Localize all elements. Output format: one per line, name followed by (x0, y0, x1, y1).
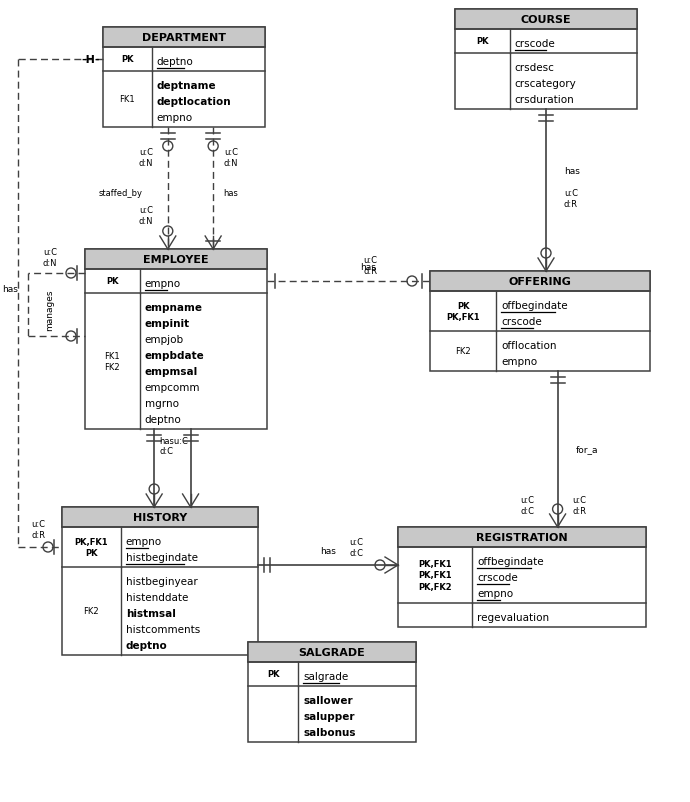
Text: deptlocation: deptlocation (157, 97, 231, 107)
Text: crscode: crscode (477, 573, 518, 583)
Text: FK2: FK2 (455, 347, 471, 356)
Text: sallower: sallower (304, 695, 353, 706)
Bar (248, 642, 416, 662)
Text: PK,FK1
PK,FK1
PK,FK2: PK,FK1 PK,FK1 PK,FK2 (418, 559, 452, 592)
Text: -H-: -H- (81, 55, 100, 65)
Text: empno: empno (157, 113, 193, 124)
Text: has: has (360, 263, 376, 272)
Text: mgrno: mgrno (145, 399, 179, 409)
Bar (62, 508, 258, 528)
Text: OFFERING: OFFERING (509, 277, 571, 286)
Bar (103, 28, 265, 48)
Text: for_a: for_a (575, 445, 598, 454)
Text: PK: PK (267, 670, 279, 678)
Text: empmsal: empmsal (145, 367, 198, 377)
Text: has: has (564, 166, 580, 176)
Text: empcomm: empcomm (145, 383, 200, 393)
Bar (430, 272, 650, 292)
Text: REGISTRATION: REGISTRATION (476, 533, 568, 542)
Text: deptno: deptno (145, 415, 181, 425)
Text: has: has (223, 188, 238, 197)
Text: empname: empname (145, 303, 203, 313)
Bar (455, 10, 637, 30)
Text: u:C
d:C: u:C d:C (349, 537, 363, 557)
Text: has: has (320, 547, 336, 556)
Text: crscode: crscode (515, 39, 555, 50)
Text: crsduration: crsduration (515, 95, 574, 105)
Bar (62, 508, 258, 655)
Text: crscategory: crscategory (515, 79, 576, 89)
Text: u:C
d:R: u:C d:R (31, 520, 45, 539)
Bar (398, 528, 646, 627)
Text: u:C
d:R: u:C d:R (564, 189, 578, 209)
Bar (85, 249, 267, 269)
Text: u:C
d:N: u:C d:N (139, 206, 153, 225)
Text: FK1: FK1 (119, 95, 135, 104)
Text: empno: empno (477, 589, 513, 598)
Text: PK: PK (106, 277, 119, 286)
Text: EMPLOYEE: EMPLOYEE (144, 255, 209, 265)
Text: empno: empno (145, 279, 181, 289)
Text: FK2: FK2 (83, 607, 99, 616)
Text: manages: manages (46, 289, 55, 330)
Text: empjob: empjob (145, 335, 184, 345)
Text: u:C
d:N: u:C d:N (224, 148, 239, 168)
Text: hasu:C: hasu:C (159, 437, 188, 446)
Text: deptno: deptno (126, 641, 168, 650)
Text: d:C: d:C (159, 447, 173, 456)
Text: salgrade: salgrade (304, 671, 348, 682)
Text: u:C
d:R: u:C d:R (363, 256, 377, 275)
Text: HISTORY: HISTORY (133, 512, 187, 522)
Text: deptname: deptname (157, 81, 216, 91)
Bar (430, 272, 650, 371)
Text: deptno: deptno (157, 57, 193, 67)
Text: PK: PK (476, 38, 489, 47)
Text: empinit: empinit (145, 319, 190, 329)
Bar (85, 249, 267, 429)
Text: PK
PK,FK1: PK PK,FK1 (446, 302, 480, 322)
Text: regevaluation: regevaluation (477, 613, 549, 622)
Bar (103, 28, 265, 128)
Bar (248, 642, 416, 742)
Text: crscode: crscode (501, 317, 542, 327)
Text: empbdate: empbdate (145, 351, 204, 361)
Text: has: has (2, 286, 18, 294)
Bar (398, 528, 646, 547)
Text: FK1
FK2: FK1 FK2 (104, 351, 120, 372)
Text: histmsal: histmsal (126, 609, 176, 618)
Text: histenddate: histenddate (126, 593, 188, 602)
Text: COURSE: COURSE (521, 15, 571, 25)
Text: DEPARTMENT: DEPARTMENT (142, 33, 226, 43)
Text: PK,FK1
PK: PK,FK1 PK (75, 537, 108, 557)
Text: empno: empno (501, 357, 537, 367)
Text: empno: empno (126, 537, 162, 547)
Bar (455, 10, 637, 110)
Text: salupper: salupper (304, 711, 355, 722)
Text: PK: PK (121, 55, 134, 64)
Text: salbonus: salbonus (304, 727, 356, 738)
Text: u:C
d:N: u:C d:N (139, 148, 153, 168)
Text: histbeginyear: histbeginyear (126, 577, 197, 587)
Text: u:C
d:R: u:C d:R (573, 496, 586, 515)
Text: u:C
d:C: u:C d:C (520, 496, 535, 515)
Text: offbegindate: offbegindate (477, 557, 544, 567)
Text: SALGRADE: SALGRADE (299, 647, 366, 657)
Text: u:C
d:N: u:C d:N (43, 248, 57, 267)
Text: histbegindate: histbegindate (126, 553, 198, 563)
Text: offlocation: offlocation (501, 341, 557, 351)
Text: histcomments: histcomments (126, 625, 200, 634)
Text: crsdesc: crsdesc (515, 63, 555, 73)
Text: offbegindate: offbegindate (501, 301, 568, 311)
Text: staffed_by: staffed_by (99, 188, 143, 197)
